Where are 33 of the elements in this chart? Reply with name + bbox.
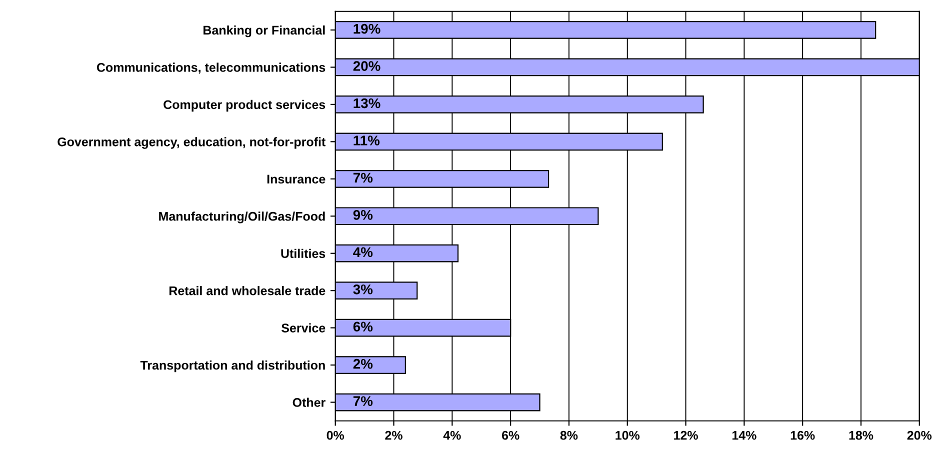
data-label: 20% — [353, 61, 380, 71]
x-tick-label: 6% — [502, 430, 520, 440]
data-label: 11% — [354, 136, 380, 146]
x-tick-label: 4% — [443, 430, 461, 440]
y-tick-label: Banking or Financial — [204, 25, 325, 38]
y-tick-label: Retail and wholesale trade — [169, 286, 326, 296]
x-tick-label: 0% — [326, 430, 344, 440]
y-tick-label: Service — [282, 323, 326, 332]
data-label: 7% — [353, 172, 373, 183]
y-tick-label: Computer product services — [164, 100, 326, 112]
data-label: 2% — [353, 358, 373, 369]
y-tick-label: Communications, telecommunications — [96, 62, 326, 74]
y-tick-label: Government agency, education, not-for-profit — [58, 137, 326, 149]
x-tick-label: 2% — [385, 430, 402, 440]
y-tick-label: Transportation and distribution — [140, 360, 325, 372]
x-tick-label: 18% — [849, 430, 874, 440]
x-tick-label: 12% — [674, 430, 698, 440]
data-label: 13% — [354, 98, 380, 108]
data-label: 6% — [353, 322, 373, 332]
data-label: 3% — [353, 284, 373, 294]
y-tick-label: Utilities — [281, 248, 326, 258]
data-label: 7% — [353, 396, 373, 406]
x-tick-label: 16% — [790, 430, 815, 440]
data-label: 4% — [353, 247, 373, 258]
x-tick-label: 8% — [560, 430, 578, 440]
x-tick-label: 10% — [616, 430, 640, 440]
x-tick-label: 14% — [732, 430, 756, 440]
data-label: 9% — [353, 210, 373, 220]
data-label: 19% — [354, 24, 380, 34]
y-tick-label: Manufacturing/Oil/Gas/Food — [159, 212, 325, 224]
y-tick-label: Insurance — [267, 174, 326, 184]
x-tick-label: 20% — [907, 430, 932, 440]
y-tick-label: Other — [292, 398, 326, 407]
